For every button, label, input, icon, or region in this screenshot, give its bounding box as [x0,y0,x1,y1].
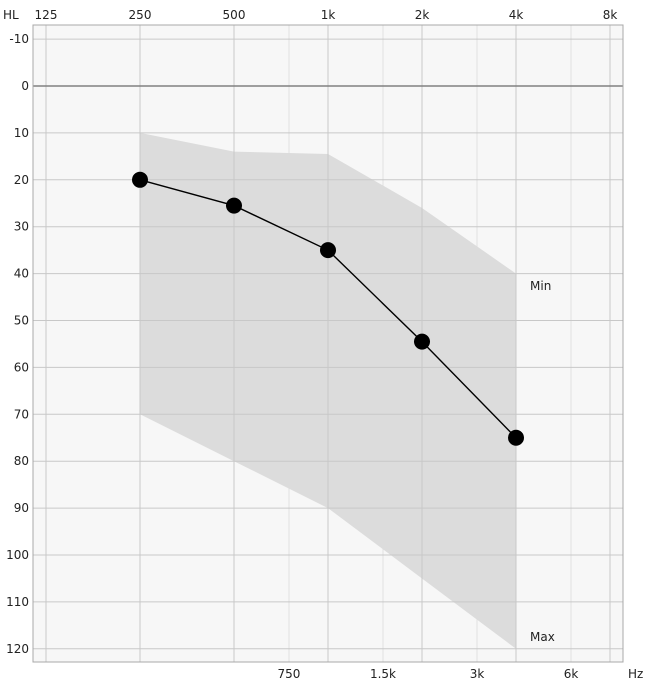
top-tick-label: 2k [415,8,430,22]
data-series [132,171,524,446]
y-tick-label: 60 [14,360,29,374]
y-tick-label: 80 [14,454,29,468]
y-tick-label: 70 [14,407,29,421]
x-unit-label: Hz [628,667,643,681]
y-tick-label: 100 [6,548,29,562]
plot-frame [32,24,624,663]
bottom-tick-label: 6k [564,667,579,681]
y-tick-label: 110 [6,595,29,609]
axis-labels: HL Hz Min Max [3,8,643,681]
y-tick-label: 90 [14,501,29,515]
y-tick-label: 0 [21,79,29,93]
y-tick-label: 40 [14,267,29,281]
top-tick-label: 8k [603,8,618,22]
tick-labels: 125 250 500 1k 2k 4k 8k 750 1.5k 3k 6k -10 0 10 20 30 40… [6,8,617,681]
data-point [226,197,242,214]
y-tick-label: -10 [9,32,29,46]
data-point [320,242,336,259]
bottom-tick-label: 3k [470,667,485,681]
top-tick-label: 250 [129,8,152,22]
data-point [414,333,430,350]
top-tick-label: 4k [509,8,524,22]
top-tick-label: 1k [321,8,336,22]
y-tick-label: 50 [14,314,29,328]
y-unit-label: HL [3,8,19,22]
bottom-tick-label: 750 [278,667,301,681]
data-point [132,171,148,188]
band-max-label: Max [530,630,555,644]
y-tick-label: 120 [6,642,29,656]
y-tick-label: 30 [14,220,29,234]
data-point [508,429,524,446]
y-tick-label: 10 [14,126,29,140]
band-min-label: Min [530,279,551,293]
y-tick-label: 20 [14,173,29,187]
major-grid [33,25,623,662]
top-tick-label: 500 [223,8,246,22]
top-tick-label: 125 [35,8,58,22]
bottom-tick-label: 1.5k [370,667,396,681]
